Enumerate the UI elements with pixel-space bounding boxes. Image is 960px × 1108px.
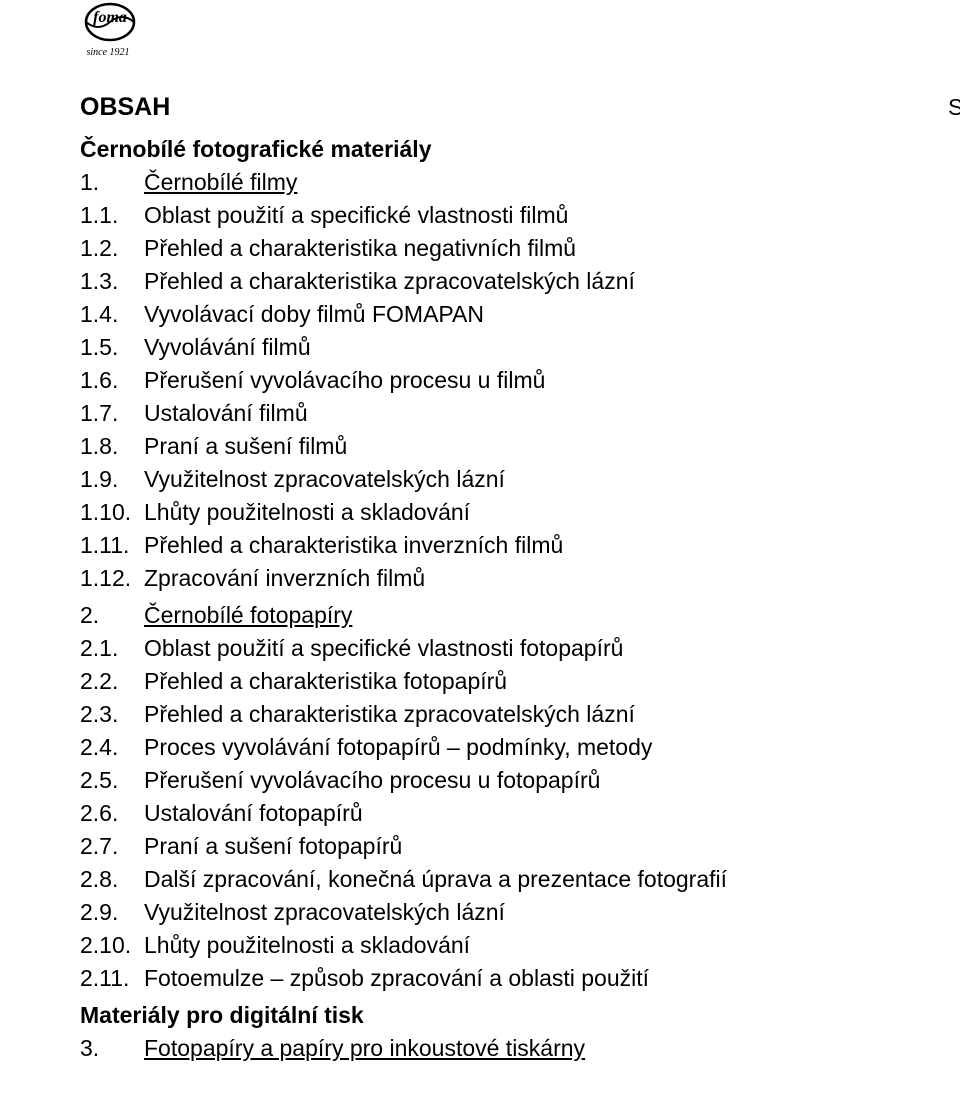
group-heading: Černobílé fotografické materiály [80, 136, 960, 163]
entry-number: 2.2. [80, 668, 144, 695]
entry-number: 2.3. [80, 701, 144, 728]
toc-entry: 2.4.Proces vyvolávání fotopapírů – podmí… [80, 734, 960, 761]
toc-entry: 2.2.Přehled a charakteristika fotopapírů… [80, 668, 960, 695]
entry-label: Fotoemulze – způsob zpracování a oblasti… [144, 965, 960, 992]
toc-entry: 2.5.Přerušení vyvolávacího procesu u fot… [80, 767, 960, 794]
entry-number: 1.4. [80, 301, 144, 328]
toc-entry: 1.3.Přehled a charakteristika zpracovate… [80, 268, 960, 295]
toc-entry: 2.3.Přehled a charakteristika zpracovate… [80, 701, 960, 728]
entry-label: Přehled a charakteristika inverzních fil… [144, 532, 960, 559]
section-row: 2.Černobílé fotopapíry [80, 602, 960, 629]
section-label: Fotopapíry a papíry pro inkoustové tiská… [144, 1035, 960, 1062]
toc-entry: 2.10.Lhůty použitelnosti a skladování23 [80, 932, 960, 959]
entry-label: Přehled a charakteristika zpracovatelský… [144, 268, 960, 295]
group-heading: Materiály pro digitální tisk [80, 1002, 960, 1029]
toc-entry: 1.7.Ustalování filmů7 [80, 400, 960, 427]
entry-number: 2.6. [80, 800, 144, 827]
logo-container: foma since 1921 [80, 0, 960, 75]
entry-label: Přerušení vyvolávacího procesu u filmů [144, 367, 960, 394]
title-row: OBSAH Strana č. [80, 93, 960, 122]
section-row: 3.Fotopapíry a papíry pro inkoustové tis… [80, 1035, 960, 1062]
entry-label: Lhůty použitelnosti a skladování [144, 932, 960, 959]
entry-label: Přehled a charakteristika zpracovatelský… [144, 701, 960, 728]
toc-entry: 1.4.Vyvolávací doby filmů FOMAPAN5 [80, 301, 960, 328]
entry-number: 2.8. [80, 866, 144, 893]
entry-label: Praní a sušení fotopapírů [144, 833, 960, 860]
entry-number: 1.12. [80, 565, 144, 592]
entry-number: 1.8. [80, 433, 144, 460]
entry-number: 1.10. [80, 499, 144, 526]
entry-number: 2.5. [80, 767, 144, 794]
entry-number: 1.1. [80, 202, 144, 229]
toc-entry: 1.9.Využitelnost zpracovatelských lázní9 [80, 466, 960, 493]
entry-label: Přehled a charakteristika negativních fi… [144, 235, 960, 262]
entry-label: Oblast použití a specifické vlastnosti f… [144, 635, 960, 662]
entry-number: 1.2. [80, 235, 144, 262]
entry-label: Přerušení vyvolávacího procesu u fotopap… [144, 767, 960, 794]
entry-label: Využitelnost zpracovatelských lázní [144, 899, 960, 926]
entry-number: 2.7. [80, 833, 144, 860]
page-title: OBSAH [80, 93, 170, 122]
entry-label: Zpracování inverzních filmů [144, 565, 960, 592]
section-label: Černobílé filmy [144, 169, 297, 196]
entry-label: Praní a sušení filmů [144, 433, 960, 460]
toc-content: OBSAH Strana č. Černobílé fotografické m… [80, 93, 960, 1062]
toc-entry: 2.8.Další zpracování, konečná úprava a p… [80, 866, 960, 893]
entry-label: Ustalování fotopapírů [144, 800, 960, 827]
toc-entry: 2.7.Praní a sušení fotopapírů20 [80, 833, 960, 860]
entry-number: 1.9. [80, 466, 144, 493]
entry-label: Další zpracování, konečná úprava a preze… [144, 866, 960, 893]
entry-label: Lhůty použitelnosti a skladování [144, 499, 960, 526]
svg-text:since 1921: since 1921 [86, 47, 129, 58]
entry-label: Přehled a charakteristika fotopapírů [144, 668, 960, 695]
entry-label: Využitelnost zpracovatelských lázní [144, 466, 960, 493]
entry-number: 2.4. [80, 734, 144, 761]
entry-label: Vyvolávací doby filmů FOMAPAN [144, 301, 960, 328]
toc-entry: 2.6.Ustalování fotopapírů19 [80, 800, 960, 827]
entry-number: 1.11. [80, 532, 144, 559]
entry-label: Ustalování filmů [144, 400, 960, 427]
entry-number: 1.6. [80, 367, 144, 394]
toc-entry: 1.5.Vyvolávání filmů7 [80, 334, 960, 361]
toc-entry: 1.6.Přerušení vyvolávacího procesu u fil… [80, 367, 960, 394]
section-row: 1.Černobílé filmy [80, 169, 960, 196]
section-label: Černobílé fotopapíry [144, 602, 352, 629]
section-number: 1. [80, 169, 144, 196]
entry-number: 1.7. [80, 400, 144, 427]
foma-logo-icon: foma since 1921 [80, 0, 140, 70]
entry-label: Oblast použití a specifické vlastnosti f… [144, 202, 960, 229]
entry-number: 2.9. [80, 899, 144, 926]
section-number: 3. [80, 1035, 144, 1062]
toc-entry: 2.11.Fotoemulze – způsob zpracování a ob… [80, 965, 960, 992]
svg-text:foma: foma [93, 9, 127, 26]
entry-label: Vyvolávání filmů [144, 334, 960, 361]
toc-entry: 1.12.Zpracování inverzních filmů11 [80, 565, 960, 592]
entry-number: 2.11. [80, 965, 144, 992]
page-column-label: Strana č. [948, 94, 960, 121]
toc-entry: 1.10.Lhůty použitelnosti a skladování10 [80, 499, 960, 526]
entry-label: Proces vyvolávání fotopapírů – podmínky,… [144, 734, 960, 761]
toc-entry: 1.2.Přehled a charakteristika negativníc… [80, 235, 960, 262]
entry-number: 2.1. [80, 635, 144, 662]
toc-entry: 2.1.Oblast použití a specifické vlastnos… [80, 635, 960, 662]
entry-number: 1.5. [80, 334, 144, 361]
entry-number: 1.3. [80, 268, 144, 295]
toc-entry: 1.8.Praní a sušení filmů8 [80, 433, 960, 460]
toc-entry: 1.1.Oblast použití a specifické vlastnos… [80, 202, 960, 229]
toc-entry: 2.9.Využitelnost zpracovatelských lázní2… [80, 899, 960, 926]
toc-entry: 1.11.Přehled a charakteristika inverzníc… [80, 532, 960, 559]
entry-number: 2.10. [80, 932, 144, 959]
section-number: 2. [80, 602, 144, 629]
